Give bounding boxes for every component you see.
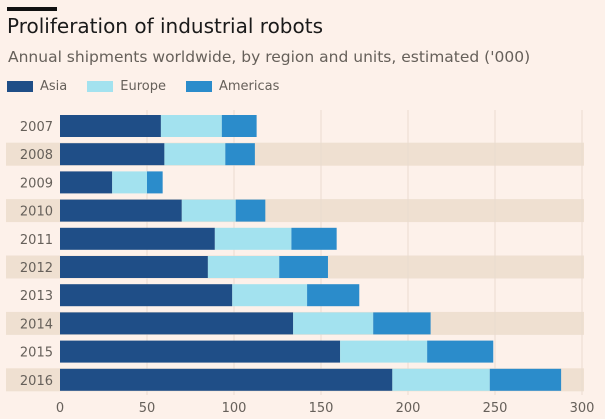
legend-label-asia: Asia: [40, 79, 68, 94]
x-tick-label: 250: [483, 401, 508, 416]
x-tick-label: 300: [570, 401, 595, 416]
bar-americas-2013: [307, 284, 360, 307]
bar-europe-2007: [160, 115, 222, 137]
x-tick-label: 150: [309, 401, 334, 416]
bar-americas-2007: [221, 115, 257, 137]
bar-americas-2016: [489, 368, 562, 391]
x-tick-label: 200: [396, 401, 421, 416]
bar-europe-2015: [340, 340, 428, 363]
bar-asia-2007: [60, 115, 161, 137]
bar-europe-2010: [181, 199, 236, 222]
bar-europe-2016: [392, 368, 490, 391]
category-label: 2013: [20, 289, 53, 304]
category-label: 2008: [20, 148, 53, 163]
chart-subtitle: Annual shipments worldwide, by region an…: [8, 48, 531, 66]
bar-asia-2008: [60, 143, 165, 166]
bar-europe-2009: [112, 171, 147, 194]
bar-americas-2012: [279, 256, 328, 278]
bar-europe-2014: [293, 312, 374, 335]
x-tick-label: 100: [222, 401, 247, 416]
legend-label-americas: Americas: [218, 79, 280, 94]
bar-europe-2008: [164, 143, 226, 166]
category-label: 2010: [20, 205, 53, 220]
bar-americas-2015: [427, 340, 494, 363]
bar-asia-2009: [60, 171, 113, 194]
bar-asia-2013: [60, 284, 233, 307]
bar-americas-2014: [373, 312, 431, 335]
category-label: 2014: [20, 317, 53, 332]
bar-europe-2013: [232, 284, 308, 307]
legend-item-asia: Asia: [7, 79, 67, 94]
bar-americas-2009: [147, 171, 163, 194]
bar-europe-2012: [207, 256, 280, 278]
legend-item-europe: Europe: [87, 79, 166, 94]
chart-title: Proliferation of industrial robots: [7, 14, 323, 38]
bar-europe-2011: [214, 227, 292, 250]
legend-item-americas: Americas: [185, 79, 280, 94]
category-label: 2009: [20, 176, 53, 191]
category-label: 2012: [20, 261, 53, 276]
x-tick-label: 0: [56, 401, 64, 416]
legend-swatch-asia: [7, 81, 33, 92]
bar-asia-2011: [60, 227, 215, 250]
legend-label-europe: Europe: [120, 79, 166, 94]
title-accent-bar: [7, 7, 57, 11]
bar-asia-2014: [60, 312, 294, 335]
legend-swatch-americas: [185, 81, 212, 92]
legend: Asia Europe Americas: [7, 79, 279, 94]
category-label: 2015: [20, 346, 53, 361]
bar-americas-2010: [235, 199, 266, 222]
bar-americas-2008: [225, 143, 255, 166]
bar-asia-2012: [60, 256, 208, 278]
category-label: 2016: [20, 374, 53, 389]
bar-americas-2011: [291, 227, 337, 250]
legend-swatch-europe: [87, 81, 114, 92]
bar-asia-2015: [60, 340, 341, 363]
bar-asia-2010: [60, 199, 182, 222]
category-label: 2011: [20, 233, 53, 248]
bar-asia-2016: [60, 368, 393, 391]
x-tick-label: 50: [139, 401, 156, 416]
category-label: 2007: [20, 120, 53, 135]
